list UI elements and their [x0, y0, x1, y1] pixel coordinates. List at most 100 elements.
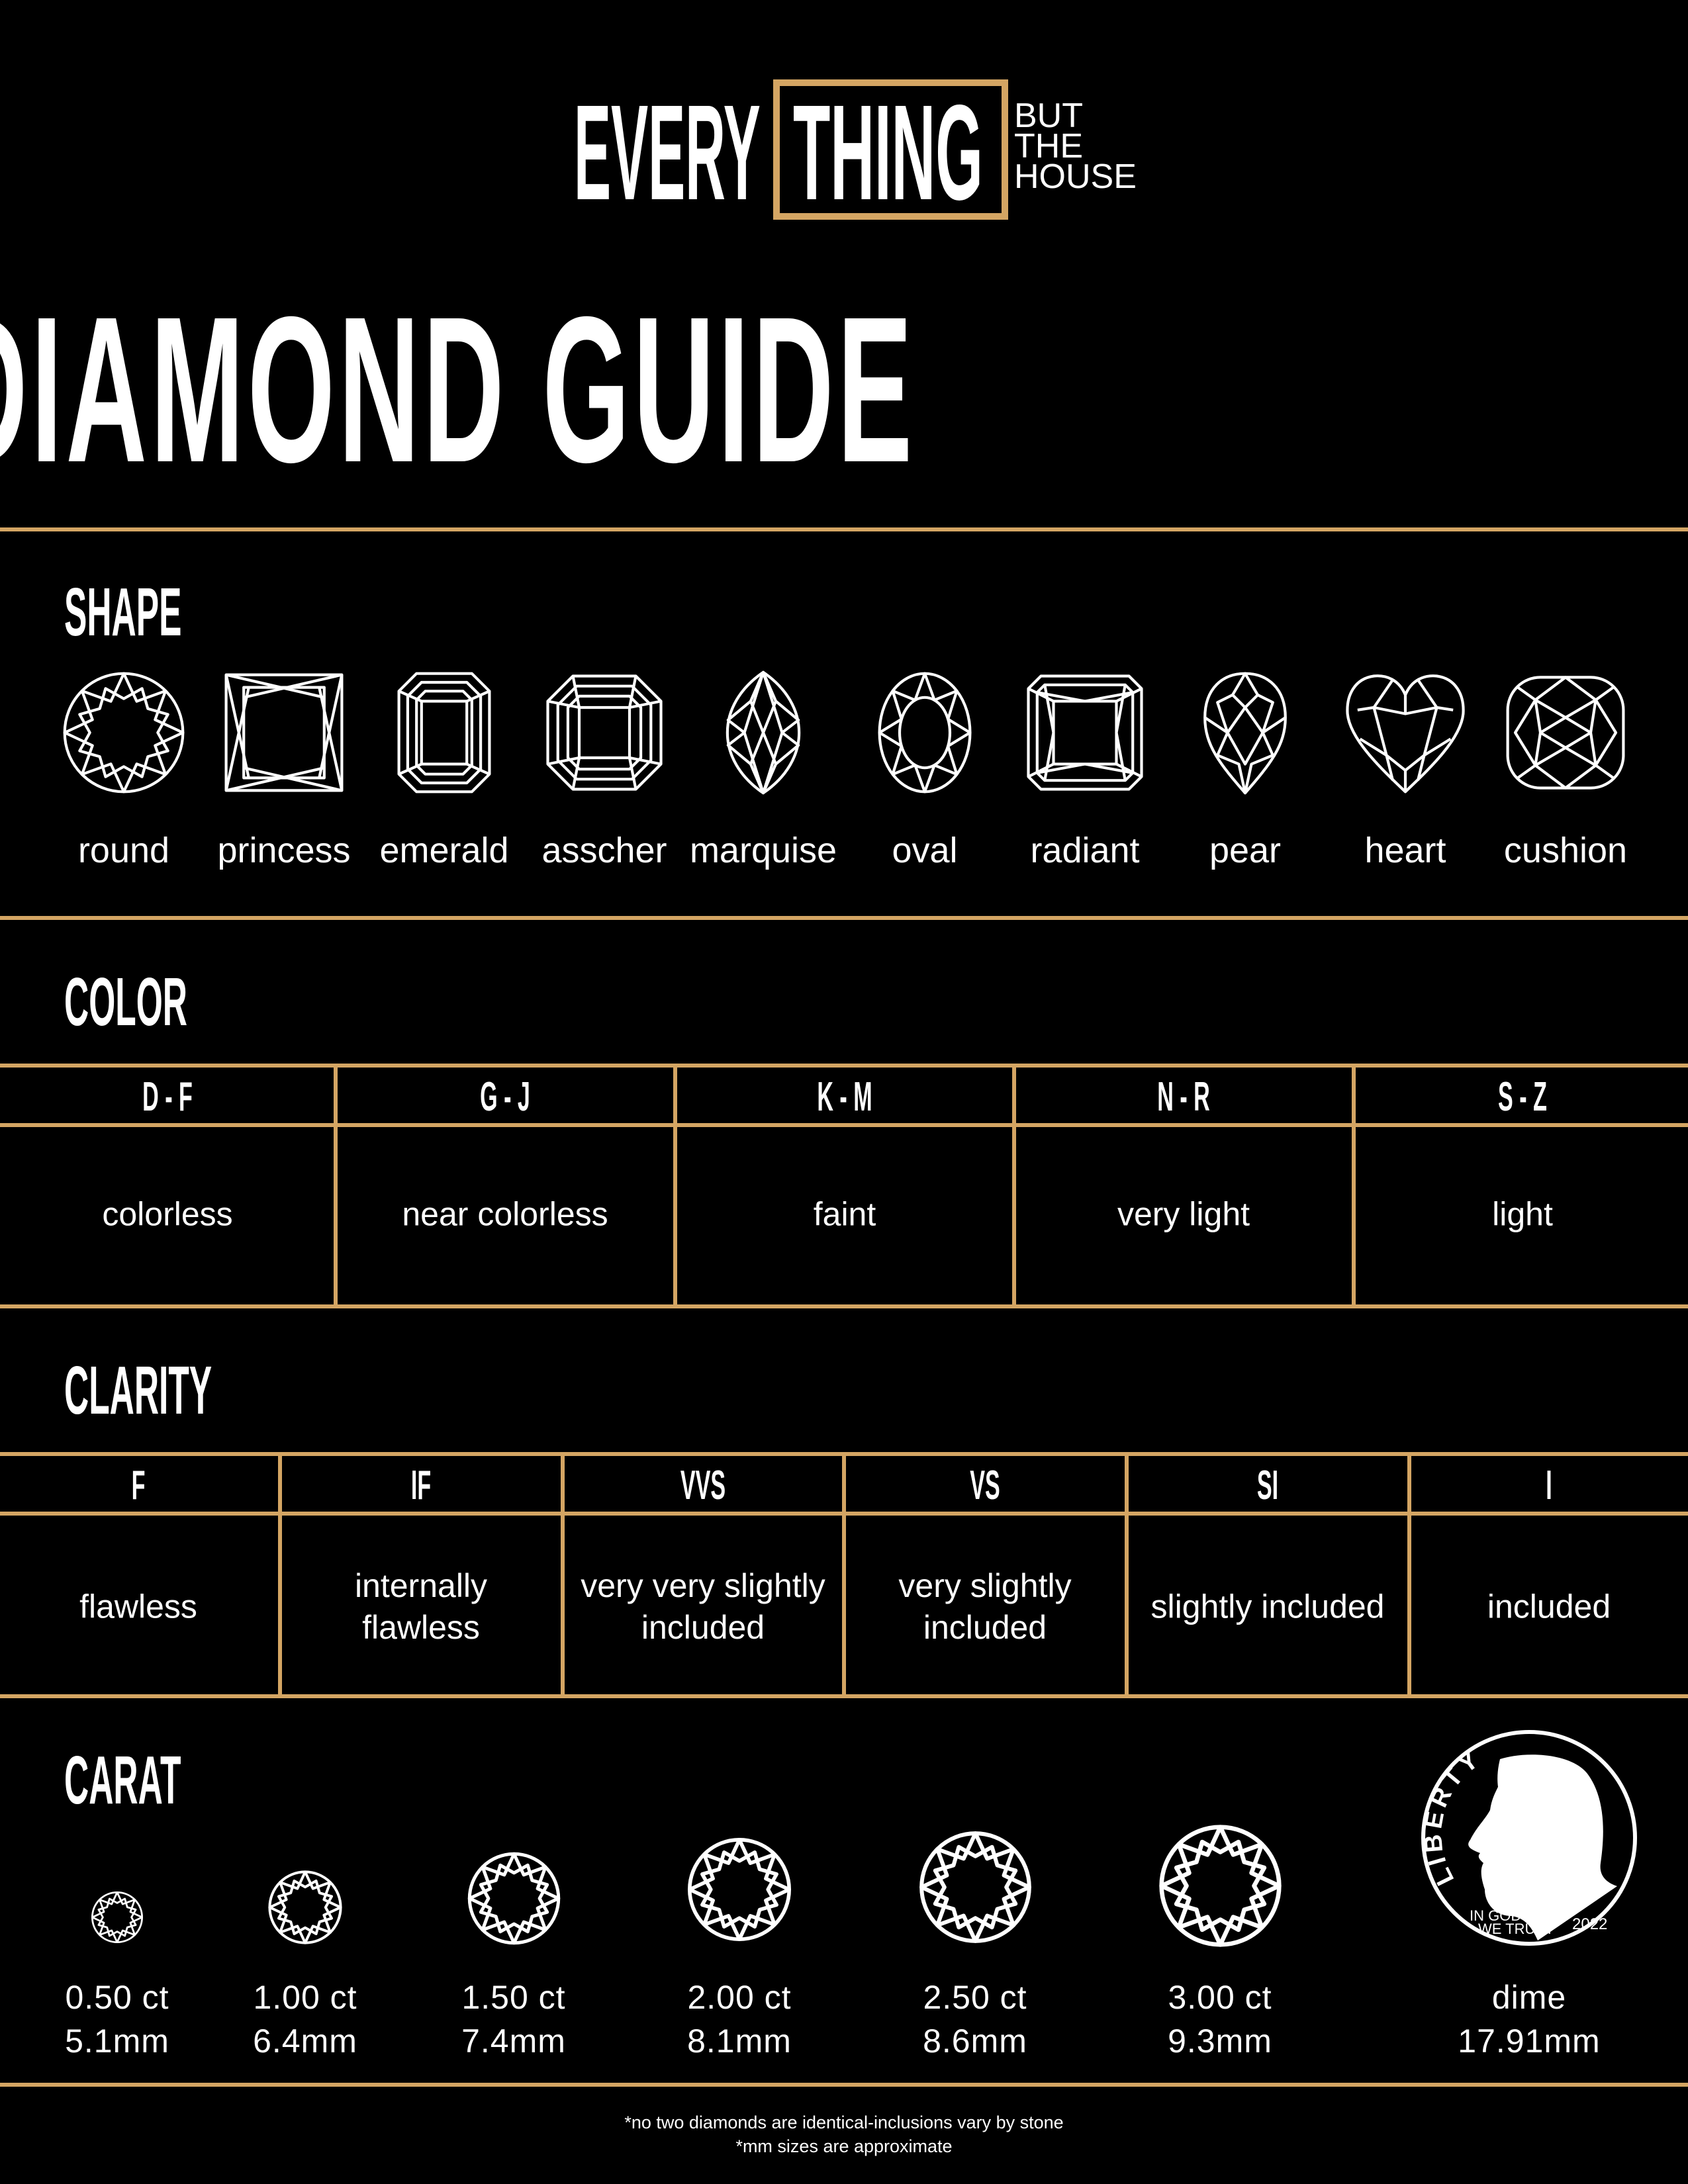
- shape-heading: SHAPE: [64, 574, 182, 650]
- clarity-description: internally flawless: [355, 1565, 487, 1649]
- dime-label: dime 17.91mm: [1458, 1976, 1600, 2063]
- carat-size: 5.1mm: [65, 2023, 169, 2060]
- clarity-description-line: slightly included: [1150, 1588, 1385, 1625]
- oval-diamond-icon: [862, 670, 988, 796]
- carat-weight: 1.00 ct: [253, 1979, 357, 2016]
- column-divider: [1012, 1064, 1016, 1306]
- color-grade: K - M: [817, 1074, 872, 1120]
- carat-size: 8.6mm: [923, 2023, 1027, 2060]
- clarity-grade: SI: [1256, 1463, 1279, 1508]
- shape-label: heart: [1364, 831, 1446, 870]
- dime-icon: LIBERTY IN GOD WE TRUST 2022: [1419, 1727, 1640, 1948]
- column-divider: [278, 1452, 282, 1696]
- column-divider: [561, 1452, 565, 1696]
- carat-weight: 2.50 ct: [923, 1979, 1027, 2016]
- clarity-description-line: internally: [354, 1567, 488, 1604]
- pear-diamond-icon: [1182, 670, 1308, 796]
- shape-label: oval: [892, 831, 958, 870]
- dime-portrait: [1468, 1754, 1617, 1940]
- marquise-diamond-icon: [700, 670, 826, 796]
- round-diamond-icon: [61, 670, 187, 796]
- page-title: DIAMOND GUIDE: [0, 273, 916, 506]
- carat-weight: 0.50 ct: [65, 1979, 169, 2016]
- carat-diamond-icon: [467, 1851, 561, 1946]
- carat-item-label: 2.50 ct 8.6mm: [923, 1976, 1027, 2063]
- divider: [0, 1694, 1688, 1698]
- shape-label: princess: [217, 831, 351, 870]
- carat-diamond-icon: [91, 1891, 144, 1944]
- divider: [0, 916, 1688, 920]
- column-divider: [1352, 1064, 1356, 1306]
- column-divider: [1407, 1452, 1411, 1696]
- divider: [0, 2083, 1688, 2087]
- shape-label: round: [77, 831, 170, 870]
- clarity-heading: CLARITY: [64, 1352, 212, 1428]
- logo-tag-but: BUT: [1014, 97, 1083, 135]
- shape-label: radiant: [1030, 831, 1140, 870]
- clarity-description-line: flawless: [362, 1609, 480, 1646]
- asscher-diamond-icon: [541, 670, 667, 796]
- column-divider: [842, 1452, 846, 1696]
- column-divider: [1125, 1452, 1129, 1696]
- clarity-description-line: included: [1487, 1588, 1611, 1625]
- footnote-inclusions: *no two diamonds are identical-inclusion…: [624, 2113, 1064, 2132]
- clarity-grade: VS: [970, 1463, 1000, 1508]
- dime-name: dime: [1491, 1979, 1567, 2016]
- color-description: very light: [1117, 1195, 1250, 1233]
- clarity-grade: VVS: [680, 1463, 726, 1508]
- emerald-diamond-icon: [381, 670, 507, 796]
- logo-box: [773, 79, 1008, 220]
- color-description: light: [1492, 1195, 1553, 1233]
- color-table-top: [0, 1064, 1688, 1068]
- carat-weight: 3.00 ct: [1168, 1979, 1272, 2016]
- clarity-grade: IF: [410, 1463, 432, 1508]
- clarity-description-line: included: [641, 1609, 765, 1646]
- carat-item-label: 1.50 ct 7.4mm: [461, 1976, 566, 2063]
- shape-label: pear: [1209, 831, 1282, 870]
- carat-size: 6.4mm: [253, 2023, 357, 2060]
- coin-year: 2022: [1572, 1915, 1607, 1933]
- color-grade: N - R: [1157, 1074, 1210, 1120]
- clarity-description: slightly included: [1151, 1586, 1385, 1628]
- cushion-diamond-icon: [1503, 670, 1628, 796]
- radiant-diamond-icon: [1022, 670, 1148, 796]
- carat-weight: 1.50 ct: [461, 1979, 566, 2016]
- heart-diamond-icon: [1342, 670, 1468, 796]
- clarity-description-line: very very slightly: [581, 1567, 825, 1604]
- logo-every: EVERY: [574, 77, 761, 228]
- dime-size: 17.91mm: [1458, 2023, 1601, 2060]
- clarity-description: included: [1487, 1586, 1611, 1628]
- carat-size: 9.3mm: [1168, 2023, 1272, 2060]
- coin-motto-1: IN GOD: [1470, 1907, 1521, 1924]
- carat-size: 7.4mm: [461, 2023, 566, 2060]
- color-heading: COLOR: [64, 964, 187, 1040]
- princess-diamond-icon: [221, 670, 347, 796]
- color-grade: S - Z: [1498, 1074, 1547, 1120]
- clarity-description-line: very slightly: [898, 1567, 1072, 1604]
- carat-diamond-icon: [918, 1830, 1033, 1944]
- carat-diamond-icon: [1158, 1823, 1283, 1948]
- footnote-mm-sizes: *mm sizes are approximate: [735, 2136, 953, 2156]
- column-divider: [673, 1064, 677, 1306]
- logo-tag-the: THE: [1014, 127, 1083, 165]
- carat-item-label: 0.50 ct 5.1mm: [65, 1976, 169, 2063]
- shape-label: asscher: [541, 831, 667, 870]
- shape-label: marquise: [689, 831, 837, 870]
- carat-size: 8.1mm: [687, 2023, 792, 2060]
- clarity-description: very slightly included: [898, 1565, 1071, 1649]
- color-table-header-line: [0, 1123, 1688, 1127]
- carat-item-label: 2.00 ct 8.1mm: [687, 1976, 792, 2063]
- shape-label: emerald: [379, 831, 509, 870]
- clarity-description: flawless: [79, 1586, 197, 1628]
- divider: [0, 1304, 1688, 1308]
- carat-diamond-icon: [267, 1870, 343, 1945]
- clarity-grade: I: [1546, 1463, 1552, 1508]
- color-grade: D - F: [142, 1074, 193, 1120]
- column-divider: [334, 1064, 338, 1306]
- logo-tag-house: HOUSE: [1014, 158, 1137, 196]
- logo-thing: THING: [793, 77, 983, 228]
- carat-item-label: 3.00 ct 9.3mm: [1168, 1976, 1272, 2063]
- clarity-description-line: flawless: [79, 1588, 197, 1625]
- divider: [0, 527, 1688, 531]
- carat-diamond-icon: [686, 1837, 792, 1942]
